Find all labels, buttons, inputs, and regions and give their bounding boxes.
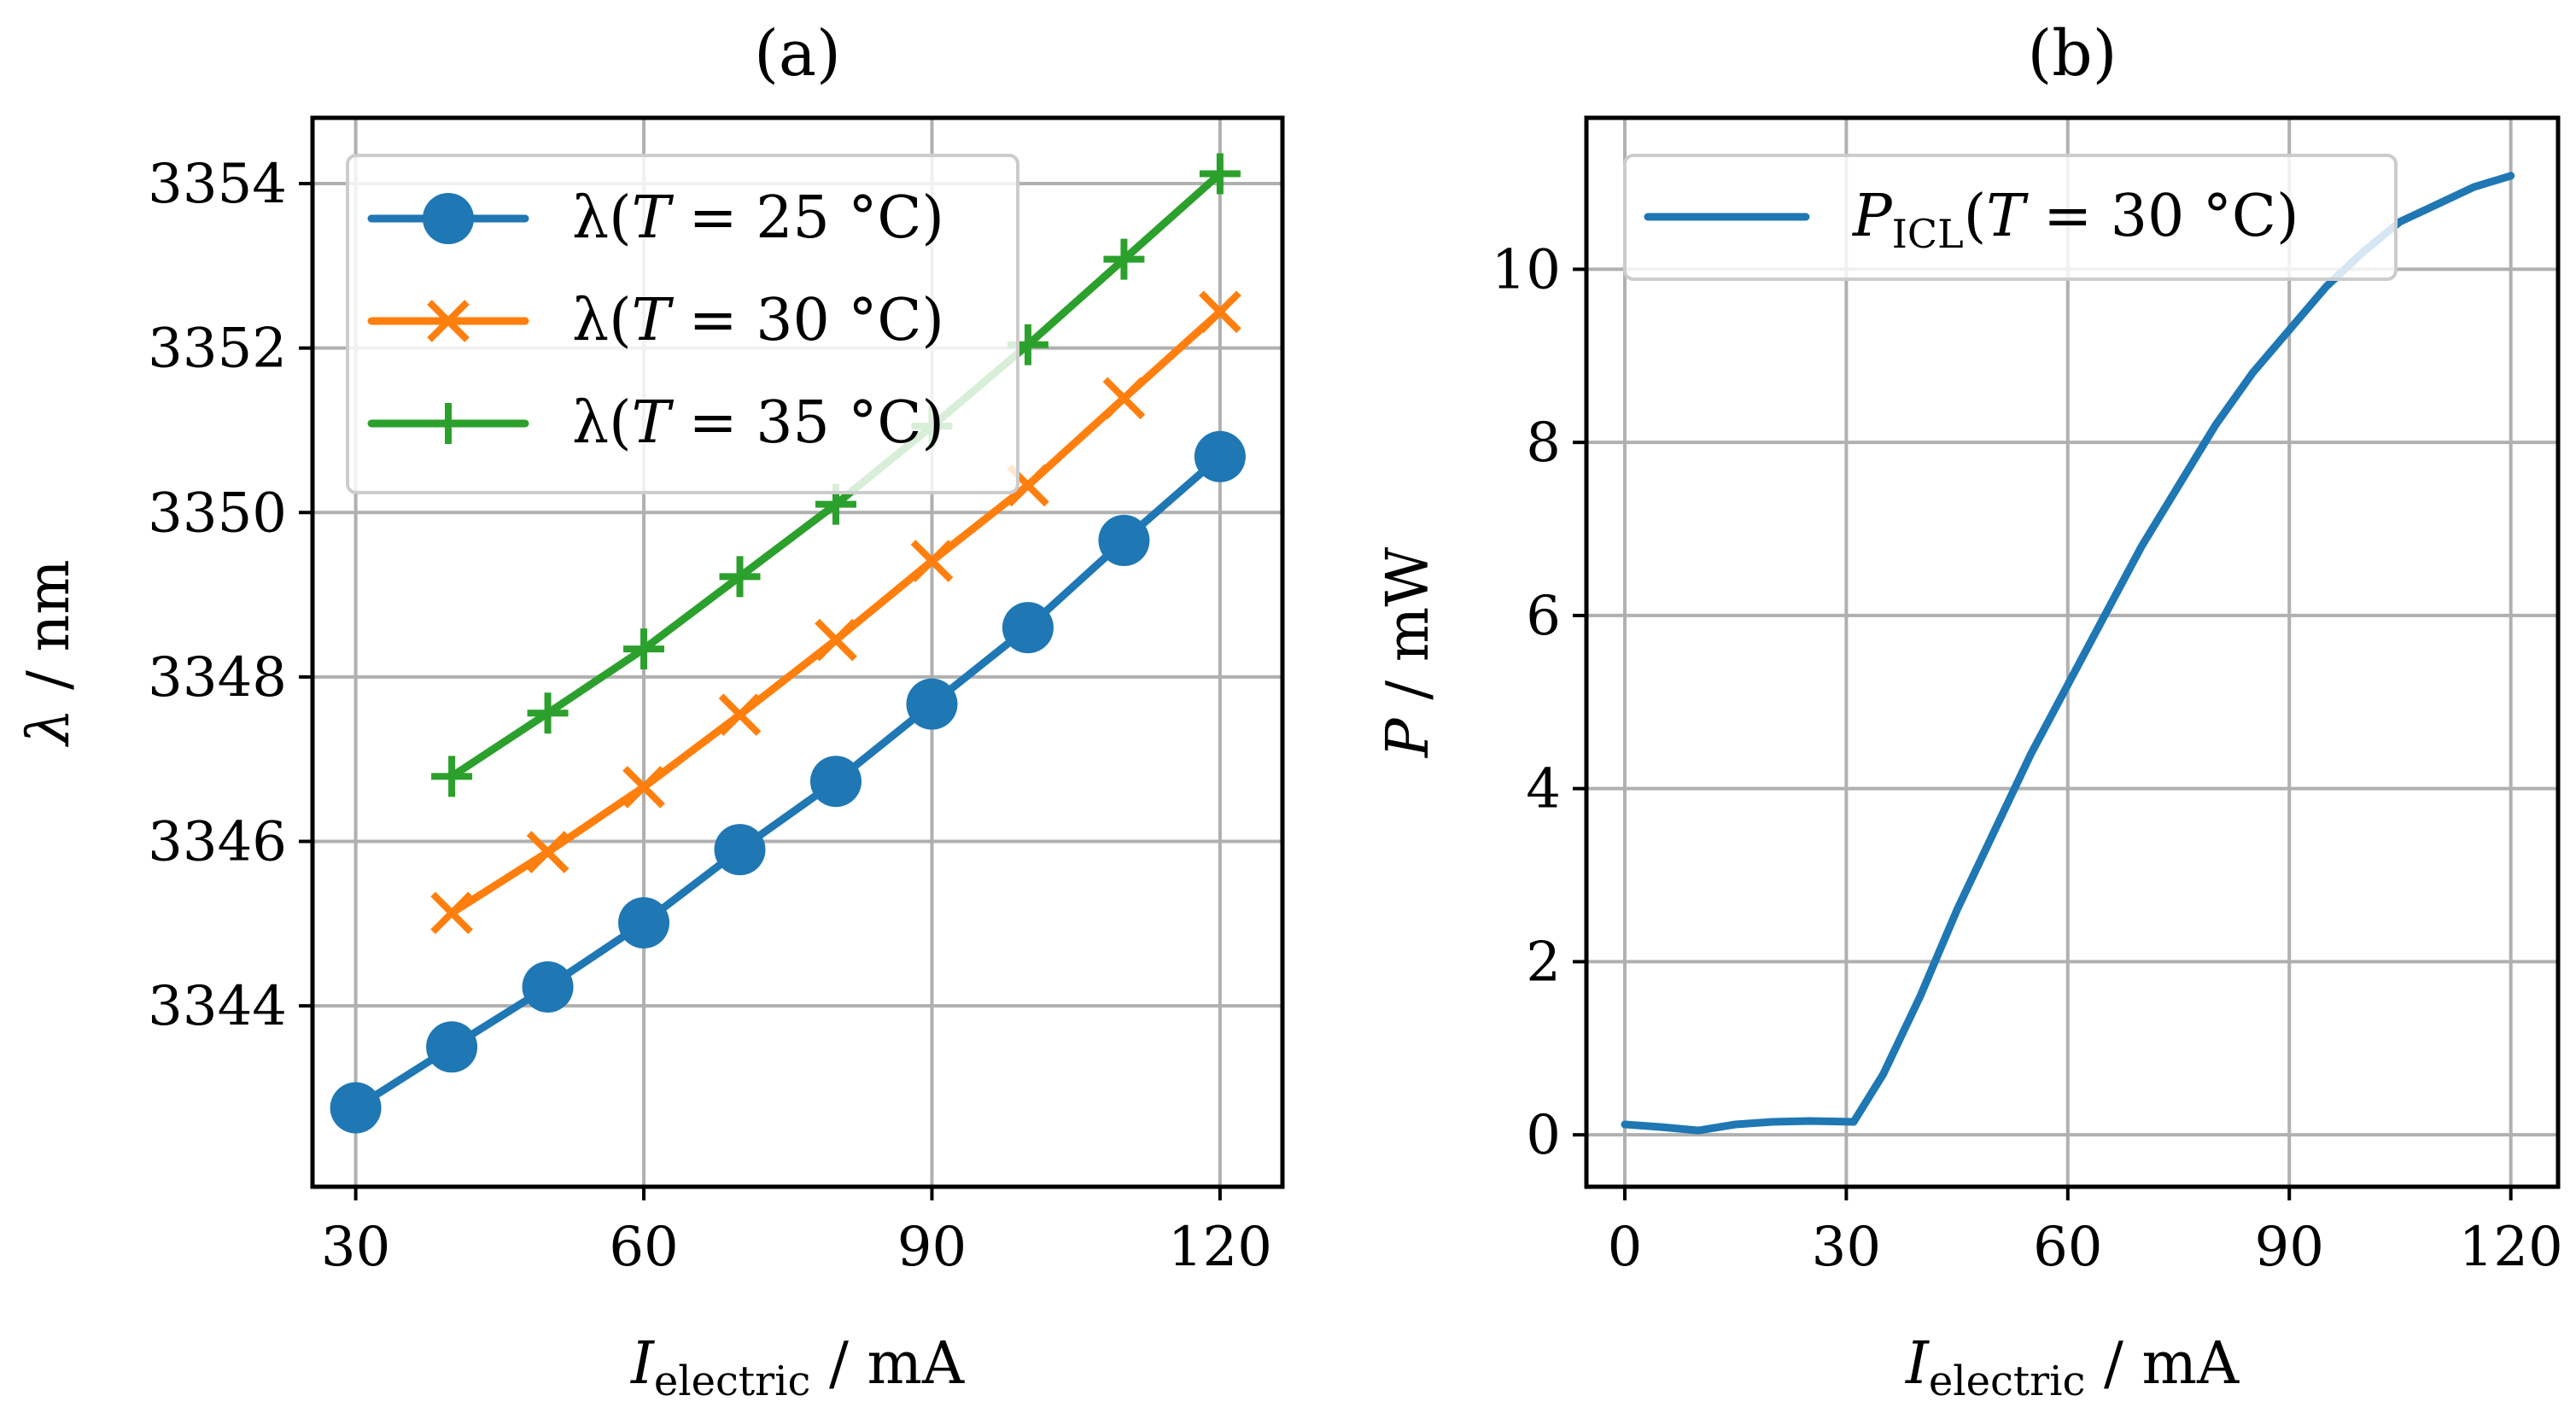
- data-point: [330, 1082, 382, 1134]
- series-line-0: [352, 453, 1224, 1112]
- x-tick-label: 90: [897, 1216, 967, 1279]
- y-tick-label: 3354: [148, 153, 287, 216]
- legend-marker: [427, 300, 470, 342]
- axes-frame: [310, 115, 1285, 1189]
- legend-marker: [428, 403, 469, 444]
- data-point: [1002, 602, 1054, 654]
- data-point: [623, 628, 665, 670]
- legend: λ(T = 25 °C) λ(T = 30 °C) λ(T = 35 °C): [346, 154, 1019, 494]
- y-tick-label: 10: [1492, 238, 1561, 301]
- panel-title: (a): [754, 17, 841, 91]
- gridlines: [1586, 118, 2558, 1187]
- x-tick-label: 90: [2255, 1216, 2324, 1279]
- x-tick-label: 120: [1168, 1216, 1272, 1279]
- data-point: [809, 756, 862, 808]
- legend-label-2: λ(T = 35 °C): [572, 389, 944, 457]
- legend-marker: [423, 193, 474, 244]
- legend-label-1: λ(T = 30 °C): [572, 287, 944, 354]
- y-tick-label: 0: [1526, 1104, 1561, 1167]
- x-axis-label: Ielectric / mA: [629, 1330, 965, 1405]
- x-tick-label: 60: [609, 1216, 678, 1279]
- x-tick-label: 0: [1608, 1216, 1643, 1279]
- y-tick-label: 8: [1526, 412, 1561, 475]
- data-point: [1194, 430, 1246, 482]
- x-tick-label: 30: [321, 1216, 390, 1279]
- data-point: [815, 618, 857, 662]
- panel-a: 30 60 90 120 3344 3346 3348 3350 3352 3354 (a) Iele…: [15, 17, 1285, 1405]
- data-point: [527, 692, 569, 734]
- axes-frame: [1584, 115, 2561, 1189]
- y-tick-label: 3352: [148, 318, 287, 381]
- data-point: [1199, 153, 1241, 195]
- legend-label-0: λ(T = 25 °C): [572, 184, 944, 252]
- y-tick-label: 3344: [148, 975, 287, 1038]
- legend-label-0: PICL(T = 30 °C): [1851, 183, 2299, 257]
- data-point: [906, 678, 958, 730]
- data-point: [431, 756, 473, 797]
- x-tick-label: 30: [1812, 1216, 1881, 1279]
- data-point: [618, 896, 670, 949]
- x-tick-label: 60: [2033, 1216, 2102, 1279]
- legend: PICL(T = 30 °C): [1623, 154, 2398, 281]
- y-tick-label: 2: [1526, 931, 1561, 994]
- series-group: [330, 153, 1246, 1134]
- data-point: [910, 540, 954, 582]
- y-tick-label: 3348: [148, 646, 287, 709]
- data-point: [426, 1021, 478, 1073]
- y-tick-label: 6: [1526, 585, 1561, 648]
- data-point: [714, 824, 766, 876]
- data-point: [622, 766, 665, 809]
- y-axis-label: λ / nm: [15, 559, 83, 748]
- y-tick-label: 4: [1526, 758, 1561, 821]
- data-point: [1103, 238, 1145, 280]
- legend-box: [346, 154, 1019, 494]
- data-point: [1102, 377, 1146, 420]
- y-tick-label: 3346: [148, 811, 287, 874]
- panel-b: 0 30 60 90 120 0 2 4 6 8 10 (b) Ielectric / mA P / mW…: [1375, 17, 2563, 1405]
- data-point: [522, 960, 574, 1013]
- data-point: [526, 831, 570, 873]
- y-tick-label: 3350: [148, 482, 287, 545]
- panel-title: (b): [2027, 17, 2117, 91]
- data-point: [1199, 290, 1241, 334]
- legend-box: [1623, 154, 2398, 281]
- data-point: [430, 891, 473, 935]
- x-axis-label: Ielectric / mA: [1904, 1330, 2240, 1405]
- y-axis-label: P / mW: [1375, 547, 1442, 759]
- data-point: [718, 693, 762, 737]
- data-point: [1098, 515, 1150, 567]
- data-point: [719, 556, 761, 598]
- x-tick-label: 120: [2459, 1216, 2563, 1279]
